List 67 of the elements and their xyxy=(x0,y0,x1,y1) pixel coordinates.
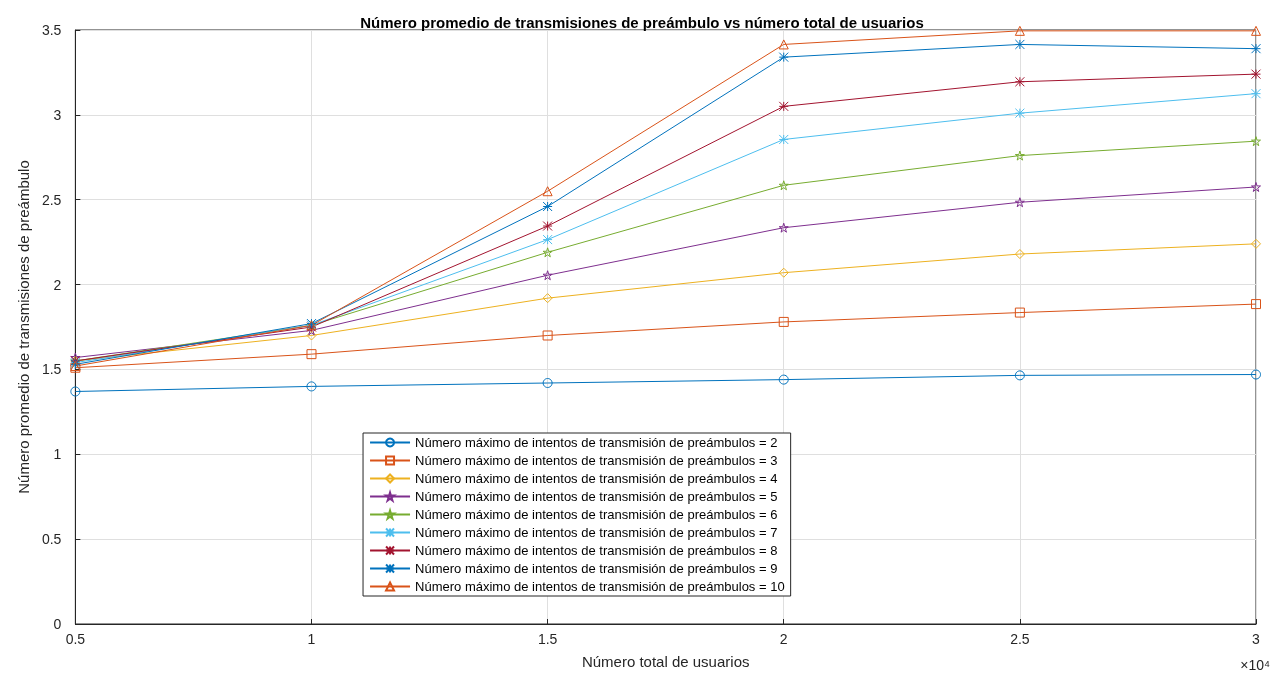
point xyxy=(542,234,553,245)
point xyxy=(1251,238,1261,249)
y-tick-label: 2 xyxy=(53,276,62,293)
point xyxy=(1014,197,1025,208)
point xyxy=(1251,43,1261,54)
point xyxy=(778,222,789,233)
legend-label: Número máximo de intentos de transmisión de preámbulos = 3 xyxy=(415,453,778,468)
y-tick-label: 3 xyxy=(53,106,62,123)
point xyxy=(1251,369,1261,380)
legend-label: Número máximo de intentos de transmisión de preámbulos = 2 xyxy=(415,435,778,450)
x-axis-title: Número total de usuarios xyxy=(581,653,750,670)
point xyxy=(778,52,789,63)
y-tick-label: 0.5 xyxy=(41,531,62,548)
legend-label: Número máximo de intentos de transmisión de preámbulos = 6 xyxy=(415,507,778,522)
point xyxy=(1251,69,1261,80)
point xyxy=(1014,39,1025,50)
point xyxy=(1251,88,1261,99)
x-tick-label: 2.5 xyxy=(1010,631,1030,647)
legend-label: Número máximo de intentos de transmisión de preámbulos = 5 xyxy=(415,489,778,504)
x-tick-label: 2 xyxy=(779,631,788,647)
chart-title: Número promedio de transmisiones de preámbulo vs número total de usuarios xyxy=(360,14,924,31)
point xyxy=(1251,136,1261,147)
point xyxy=(1014,25,1025,36)
point xyxy=(1014,108,1025,119)
point xyxy=(542,247,553,258)
x-tick-label: 0.5 xyxy=(65,631,86,647)
point xyxy=(1014,307,1025,318)
point xyxy=(778,39,789,50)
point xyxy=(778,134,789,145)
y-tick-label: 1.5 xyxy=(41,361,62,378)
point xyxy=(1014,76,1025,87)
point xyxy=(1251,299,1261,310)
point xyxy=(306,349,317,360)
legend-label: Número máximo de intentos de transmisión de preámbulos = 9 xyxy=(415,561,778,576)
y-tick-label: 1 xyxy=(53,446,62,463)
point xyxy=(542,201,553,212)
legend-label: Número máximo de intentos de transmisión de preámbulos = 4 xyxy=(415,471,778,486)
point xyxy=(1014,249,1025,260)
point xyxy=(542,270,553,281)
x-tick-label: 1.5 xyxy=(537,631,558,647)
point xyxy=(1014,150,1025,161)
point xyxy=(778,101,789,112)
point xyxy=(778,374,789,385)
point xyxy=(1251,25,1261,36)
y-tick-label: 0 xyxy=(53,616,62,632)
x-tick-label: 3 xyxy=(1252,631,1261,647)
legend-label: Número máximo de intentos de transmisión de preámbulos = 7 xyxy=(415,525,778,540)
point xyxy=(542,330,553,341)
y-tick-label: 3.5 xyxy=(41,22,62,38)
legend-label: Número máximo de intentos de transmisión de preámbulos = 10 xyxy=(415,579,785,594)
y-axis-title: Número promedio de transmisiones de preámbulo xyxy=(15,160,32,494)
point xyxy=(70,386,81,397)
point xyxy=(306,381,317,392)
point xyxy=(778,180,789,191)
point xyxy=(542,186,553,197)
point xyxy=(778,267,789,278)
text: ×10⁴ xyxy=(1240,657,1270,673)
point xyxy=(1251,181,1261,192)
y-tick-label: 2.5 xyxy=(41,191,62,208)
point xyxy=(306,330,317,341)
x-tick-label: 1 xyxy=(307,631,316,647)
point xyxy=(542,221,553,232)
legend-label: Número máximo de intentos de transmisión de preámbulos = 8 xyxy=(415,543,778,558)
point xyxy=(778,316,789,327)
point xyxy=(542,293,553,304)
point xyxy=(1014,370,1025,381)
point xyxy=(542,378,553,388)
